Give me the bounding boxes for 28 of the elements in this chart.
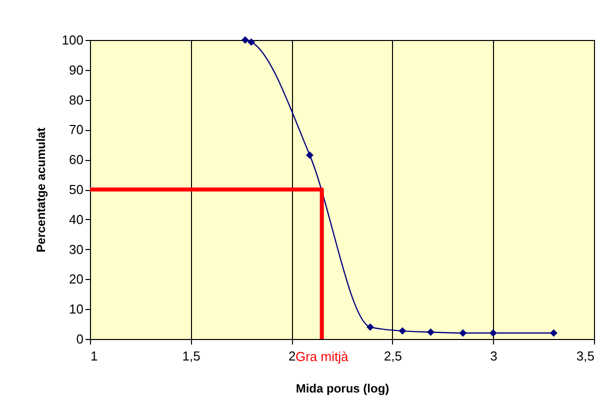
x-tick-label: 3: [490, 348, 498, 364]
x-tick-label: 1,5: [182, 348, 200, 364]
point: [550, 329, 558, 337]
y-tick-label: 90: [69, 62, 84, 78]
y-tick-label: 60: [69, 152, 84, 168]
point: [306, 151, 314, 159]
y-tick-label: 30: [69, 242, 84, 257]
point: [459, 329, 467, 337]
point: [398, 327, 406, 335]
y-axis-title: Percentatge acumulat: [34, 128, 48, 252]
point: [366, 323, 374, 331]
x-tick-label: 3,5: [576, 348, 594, 364]
y-tick-label: 10: [69, 302, 84, 317]
y-tick-label: 70: [69, 122, 84, 138]
y-tick-label: 100: [62, 32, 84, 48]
x-axis-title: Mida porus (log): [296, 382, 390, 396]
point: [248, 38, 255, 46]
annotation: Gra mitjà: [295, 349, 349, 364]
x-tick-label: 1: [90, 348, 98, 364]
y-tick-label: 40: [69, 212, 84, 227]
y-tick-label: 20: [69, 272, 84, 287]
x-tick-label: 2,5: [384, 348, 402, 364]
y-tick-label: 80: [69, 92, 84, 108]
x-tick-label: 2: [288, 348, 296, 364]
y-tick-label: 50: [69, 182, 84, 197]
y-tick-label: 0: [76, 332, 84, 346]
point: [489, 329, 497, 337]
point: [426, 328, 434, 336]
